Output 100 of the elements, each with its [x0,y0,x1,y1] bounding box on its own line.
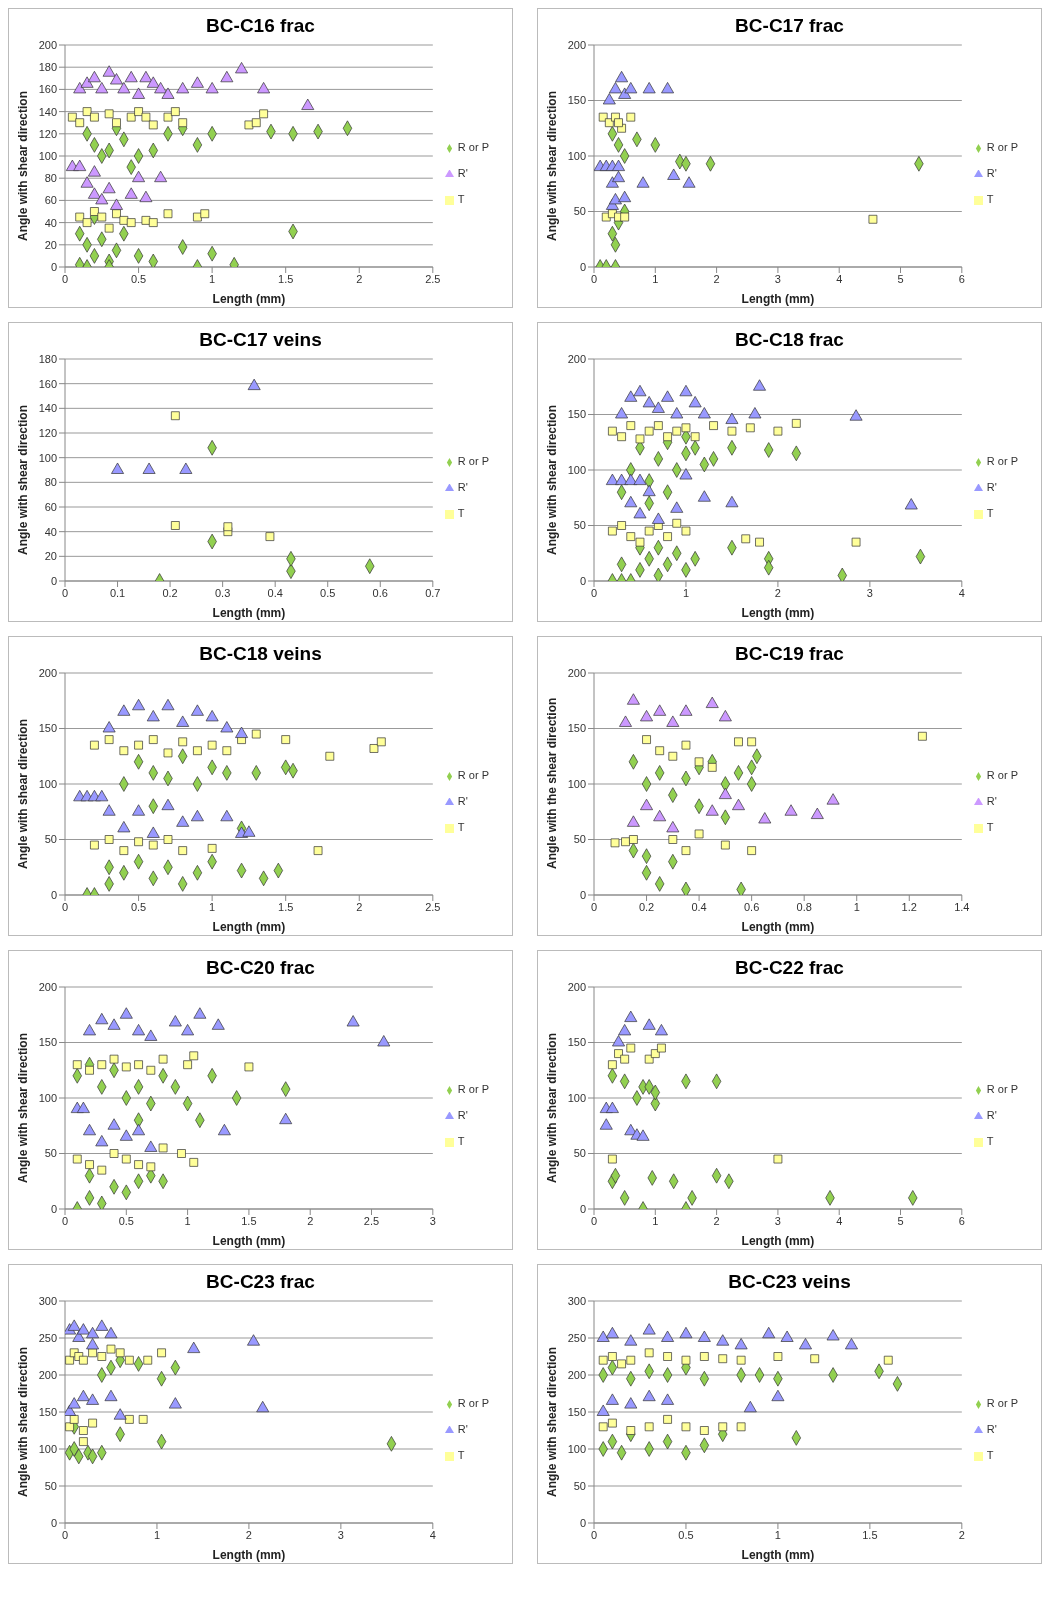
legend-label: R or P [986,769,1018,781]
x-tick-label: 5 [897,1214,904,1227]
y-axis-title: Angle with shear direction [545,1346,560,1497]
y-tick-label: 100 [38,1091,57,1104]
x-tick-label: 0 [590,1528,598,1541]
x-tick-label: 3 [866,586,873,599]
legend-label: R' [986,795,997,807]
x-tick-label: 0.3 [214,586,231,599]
x-tick-label: 1 [209,900,216,913]
x-tick-label: 1.5 [241,1214,257,1227]
y-tick-label: 0 [579,1202,586,1215]
y-tick-label: 150 [567,722,586,735]
y-tick-label: 150 [38,1405,57,1418]
x-tick-label: 1 [153,1528,161,1541]
y-tick-label: 100 [38,149,57,162]
x-tick-label: 0 [61,1214,69,1227]
y-tick-label: 40 [44,525,57,538]
legend-label: T [457,193,465,205]
x-axis-title: Length (mm) [741,1548,815,1562]
x-axis-title: Length (mm) [212,1548,286,1562]
y-axis-title: Angle with shear direction [16,1346,31,1497]
y-tick-label: 50 [44,1479,57,1492]
legend-label: R' [457,167,468,179]
legend-label: T [986,821,994,833]
x-tick-label: 2 [958,1528,965,1541]
y-tick-label: 200 [567,352,586,365]
x-tick-label: 6 [958,272,965,285]
y-tick-label: 80 [44,476,57,489]
y-tick-label: 200 [567,980,586,993]
y-tick-label: 200 [567,38,586,51]
x-tick-label: 1 [652,1214,659,1227]
chart-title: BC-C23 frac [205,1271,316,1294]
legend-label: R or P [986,1083,1018,1095]
legend-label: R or P [986,1397,1018,1409]
y-tick-label: 180 [38,61,57,74]
x-tick-label: 0.5 [678,1528,694,1541]
y-tick-label: 60 [44,500,57,513]
x-tick-label: 2 [774,586,781,599]
y-tick-label: 0 [579,888,586,901]
y-tick-label: 80 [44,172,57,185]
y-tick-label: 20 [44,550,57,563]
legend-label: R' [986,481,997,493]
chart-title: BC-C22 frac [734,957,845,980]
x-tick-label: 1.2 [901,900,917,913]
x-tick-label: 4 [836,272,843,285]
legend-label: T [457,821,465,833]
y-tick-label: 300 [38,1294,57,1307]
legend-label: T [986,1135,994,1147]
x-tick-label: 0 [61,1528,69,1541]
x-axis-title: Length (mm) [741,606,815,620]
legend-label: R or P [457,455,489,467]
y-tick-label: 200 [38,980,57,993]
x-tick-label: 0 [590,586,598,599]
y-tick-label: 0 [50,574,57,587]
x-tick-label: 1 [853,900,860,913]
y-tick-label: 160 [38,83,57,96]
y-tick-label: 0 [579,574,586,587]
y-tick-label: 50 [573,205,586,218]
legend-label: R' [986,1109,997,1121]
x-tick-label: 0 [61,900,69,913]
y-tick-label: 100 [38,777,57,790]
x-tick-label: 0 [590,272,598,285]
x-axis-title: Length (mm) [741,1234,815,1248]
chart-title: BC-C17 frac [734,15,845,38]
x-tick-label: 0.6 [743,900,760,913]
x-tick-label: 4 [429,1528,436,1541]
y-tick-label: 20 [44,238,57,251]
x-tick-label: 0.1 [109,586,126,599]
legend-label: R or P [457,141,489,153]
y-tick-label: 50 [573,833,586,846]
y-tick-label: 50 [573,1147,586,1160]
x-axis-title: Length (mm) [212,292,286,306]
x-tick-label: 0.4 [267,586,283,599]
x-tick-label: 1.5 [862,1528,878,1541]
x-tick-label: 0 [61,586,69,599]
y-tick-label: 100 [38,1442,57,1455]
x-tick-label: 6 [958,1214,965,1227]
x-tick-label: 5 [897,272,904,285]
legend-label: T [457,507,465,519]
x-tick-label: 3 [774,272,781,285]
y-axis-title: Angle with shear direction [16,718,31,869]
x-axis-title: Length (mm) [741,920,815,934]
legend-label: R' [986,1423,997,1435]
y-tick-label: 200 [567,1368,586,1381]
chart-title: BC-C23 veins [727,1271,852,1294]
x-tick-label: 1.4 [954,900,970,913]
x-tick-label: 2 [713,1214,720,1227]
x-tick-label: 0.2 [638,900,655,913]
y-tick-label: 180 [38,352,57,365]
x-axis-title: Length (mm) [212,1234,286,1248]
x-tick-label: 2 [713,272,720,285]
x-tick-label: 1 [682,586,690,599]
x-tick-label: 2 [356,272,363,285]
y-axis-title: Angle with the shear direction [545,697,560,869]
y-tick-label: 150 [567,408,586,421]
x-tick-label: 2 [356,900,363,913]
y-tick-label: 120 [38,426,57,439]
y-axis-title: Angle with shear direction [545,1032,560,1183]
x-tick-label: 1 [774,1528,781,1541]
y-tick-label: 0 [50,260,57,273]
